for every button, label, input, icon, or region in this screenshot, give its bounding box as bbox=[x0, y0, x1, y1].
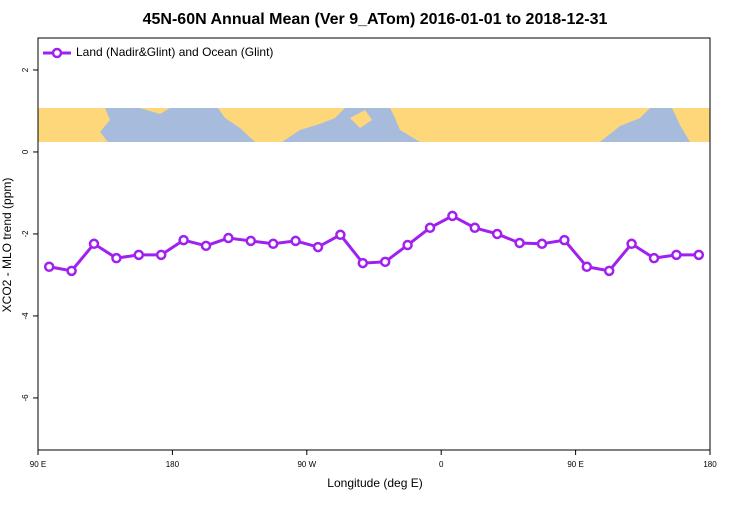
point bbox=[88, 238, 100, 250]
x-tick-label: 180 bbox=[166, 460, 180, 469]
x-axis-label: Longitude (deg E) bbox=[327, 476, 422, 490]
x-tick-label: 90 W bbox=[297, 460, 316, 469]
point bbox=[312, 241, 324, 253]
point bbox=[379, 256, 391, 268]
y-tick-label: -6 bbox=[21, 394, 30, 402]
point bbox=[223, 232, 234, 244]
y-axis-label: XCO2 - MLO trend (ppm) bbox=[0, 178, 14, 313]
y-tick-label: 2 bbox=[21, 67, 30, 72]
x-tick-label: 0 bbox=[439, 460, 444, 469]
point bbox=[626, 238, 637, 250]
point bbox=[514, 237, 525, 249]
y-tick-label: 0 bbox=[21, 149, 30, 154]
y-tick-label: -2 bbox=[21, 230, 30, 238]
x-tick-label: 90 E bbox=[567, 460, 583, 469]
legend-marker bbox=[51, 47, 63, 59]
point bbox=[200, 240, 212, 252]
point bbox=[581, 261, 593, 273]
y-tick-label: -4 bbox=[21, 312, 30, 320]
point bbox=[66, 265, 77, 277]
point bbox=[469, 222, 481, 234]
point bbox=[693, 249, 705, 261]
plot-frame bbox=[37, 37, 711, 451]
legend-label: Land (Nadir&Glint) and Ocean (Glint) bbox=[76, 45, 273, 59]
point bbox=[648, 252, 660, 264]
map-band bbox=[38, 108, 710, 142]
point bbox=[290, 235, 301, 247]
x-tick-label: 90 E bbox=[30, 460, 46, 469]
point bbox=[447, 210, 458, 222]
point bbox=[155, 249, 167, 261]
point bbox=[603, 265, 615, 277]
series-line bbox=[48, 214, 699, 273]
point bbox=[536, 238, 548, 250]
point bbox=[335, 229, 346, 241]
point bbox=[111, 252, 122, 264]
point bbox=[424, 222, 436, 234]
point bbox=[43, 261, 55, 273]
point bbox=[559, 234, 570, 246]
point bbox=[402, 239, 413, 251]
point bbox=[133, 249, 145, 261]
point bbox=[671, 249, 682, 261]
point bbox=[267, 238, 279, 250]
x-tick-label: 180 bbox=[703, 460, 717, 469]
point bbox=[245, 235, 257, 247]
chart-title: 45N-60N Annual Mean (Ver 9_ATom) 2016-01… bbox=[143, 11, 608, 28]
point bbox=[491, 228, 503, 240]
point bbox=[357, 257, 369, 269]
point bbox=[178, 234, 189, 246]
